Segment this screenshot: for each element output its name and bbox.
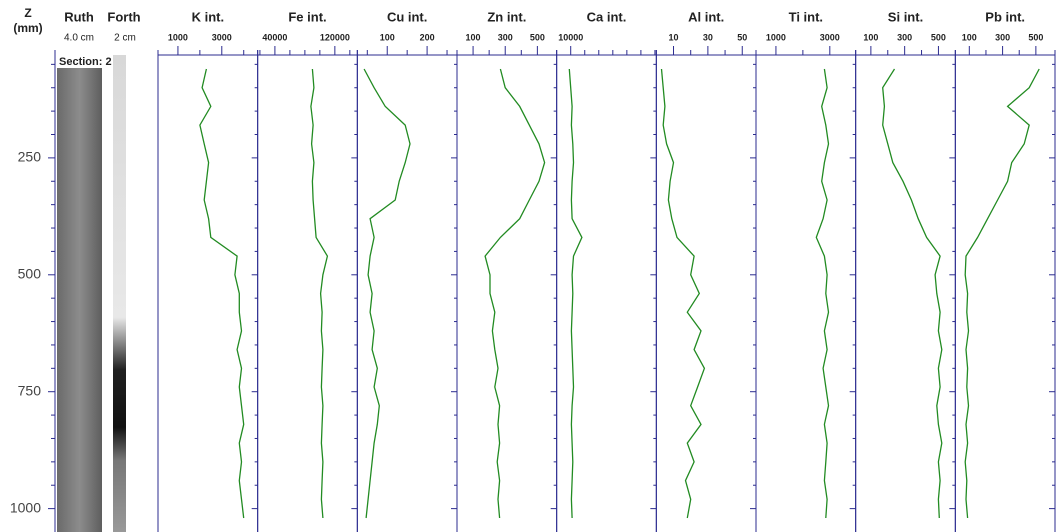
x-tick-label: 50: [737, 32, 747, 42]
panel-title: Ca int.: [587, 9, 627, 24]
x-tick-label: 100: [863, 32, 878, 42]
x-tick-label: 1000: [168, 32, 188, 42]
core-name: Ruth: [64, 9, 94, 24]
profile-line: [660, 68, 706, 519]
x-tick-label: 3000: [820, 32, 840, 42]
profile-line: [882, 68, 943, 519]
panel-title: Pb int.: [985, 9, 1025, 24]
profile-line: [310, 68, 329, 519]
profile-line: [484, 68, 546, 519]
x-tick-label: 30: [703, 32, 713, 42]
x-tick-label: 300: [498, 32, 513, 42]
depth-axis-label: Z: [24, 6, 31, 20]
depth-axis-unit: (mm): [13, 21, 42, 35]
profile-line: [964, 68, 1040, 519]
x-tick-label: 40000: [262, 32, 287, 42]
panel-title: Si int.: [888, 9, 923, 24]
x-tick-label: 100: [380, 32, 395, 42]
x-tick-label: 3000: [212, 32, 232, 42]
core-name: Forth: [107, 9, 140, 24]
x-tick-label: 200: [420, 32, 435, 42]
panel-title: Al int.: [688, 9, 724, 24]
x-tick-label: 100: [962, 32, 977, 42]
x-tick-label: 300: [995, 32, 1010, 42]
forth-core-image: [113, 55, 126, 532]
section-label-bg: [57, 55, 109, 68]
panel-title: Fe int.: [288, 9, 326, 24]
ruth-core-image: [57, 55, 102, 532]
profile-line: [815, 68, 830, 519]
depth-tick-label: 1000: [10, 499, 41, 515]
profile-line: [199, 68, 245, 519]
profile-line: [363, 68, 411, 519]
x-tick-label: 1000: [766, 32, 786, 42]
profile-line: [568, 68, 583, 519]
x-tick-label: 300: [897, 32, 912, 42]
x-tick-label: 100: [466, 32, 481, 42]
depth-tick-label: 250: [18, 149, 42, 165]
panel-title: Ti int.: [789, 9, 823, 24]
section-label: Section: 2: [59, 56, 112, 68]
x-tick-label: 120000: [320, 32, 350, 42]
x-tick-label: 500: [1028, 32, 1043, 42]
core-width: 4.0 cm: [64, 33, 94, 44]
depth-tick-label: 750: [18, 382, 42, 398]
panel-title: Cu int.: [387, 9, 427, 24]
panel-title: K int.: [192, 9, 225, 24]
panel-title: Zn int.: [487, 9, 526, 24]
core-width: 2 cm: [114, 33, 136, 44]
x-tick-label: 10000: [558, 32, 583, 42]
x-tick-label: 10: [669, 32, 679, 42]
x-tick-label: 500: [931, 32, 946, 42]
x-tick-label: 500: [530, 32, 545, 42]
depth-tick-label: 500: [18, 265, 42, 281]
